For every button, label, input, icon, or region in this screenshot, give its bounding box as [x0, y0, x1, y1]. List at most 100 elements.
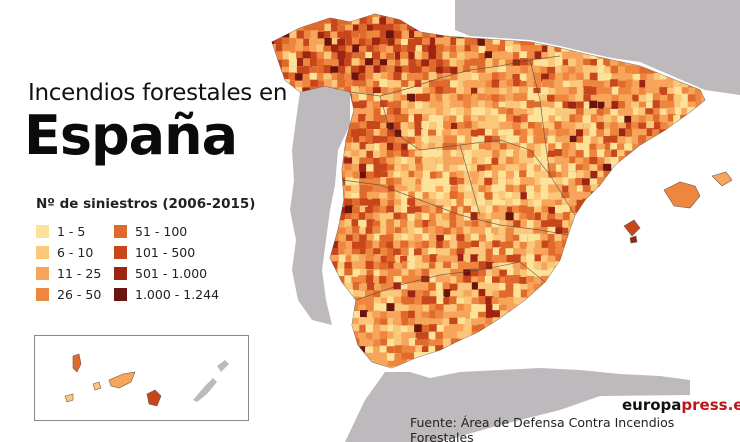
municipality-cell	[415, 282, 424, 291]
municipality-cell	[272, 296, 277, 305]
municipality-cell	[617, 261, 626, 270]
municipality-cell	[512, 205, 521, 214]
municipality-cell	[365, 346, 374, 355]
municipality-cell	[660, 283, 669, 292]
municipality-cell	[569, 212, 578, 221]
municipality-cell	[485, 142, 494, 151]
municipality-cell	[442, 66, 451, 75]
municipality-cell	[540, 359, 549, 368]
municipality-cell	[393, 171, 402, 180]
municipality-cell	[422, 163, 431, 172]
municipality-cell	[632, 339, 641, 348]
municipality-cell	[638, 128, 647, 137]
municipality-cell	[338, 254, 347, 263]
municipality-cell	[281, 290, 290, 299]
municipality-cell	[513, 52, 522, 61]
municipality-cell	[652, 206, 661, 215]
municipality-cell	[652, 276, 661, 285]
municipality-cell	[484, 275, 493, 284]
municipality-cell	[414, 66, 423, 75]
municipality-cell	[534, 171, 543, 180]
municipality-cell	[272, 143, 277, 152]
municipality-cell	[344, 325, 353, 334]
municipality-cell	[674, 290, 683, 299]
municipality-cell	[491, 121, 500, 130]
municipality-cell	[688, 241, 697, 250]
municipality-cell	[499, 80, 508, 89]
municipality-cell	[401, 352, 410, 361]
municipality-cell	[610, 122, 619, 131]
municipality-cell	[457, 52, 466, 61]
municipality-cell	[393, 233, 402, 242]
municipality-cell	[359, 248, 368, 257]
municipality-cell	[331, 352, 340, 361]
municipality-cell	[477, 178, 486, 187]
municipality-cell	[652, 255, 661, 264]
municipality-cell	[610, 297, 619, 306]
municipality-cell	[485, 296, 494, 305]
municipality-cell	[520, 143, 529, 152]
municipality-cell	[274, 156, 283, 165]
municipality-cell	[596, 59, 605, 68]
municipality-cell	[323, 65, 332, 74]
municipality-cell	[414, 261, 423, 270]
municipality-cell	[485, 352, 494, 361]
municipality-cell	[337, 262, 346, 271]
municipality-cell	[288, 304, 297, 313]
municipality-cell	[597, 65, 606, 74]
municipality-cell	[463, 198, 472, 207]
municipality-cell	[393, 44, 402, 53]
municipality-cell	[527, 93, 536, 102]
municipality-cell	[272, 234, 277, 243]
municipality-cell	[443, 135, 452, 144]
municipality-cell	[272, 318, 276, 327]
municipality-cell	[428, 303, 437, 312]
municipality-cell	[358, 317, 367, 326]
municipality-cell	[526, 143, 535, 152]
municipality-cell	[338, 338, 347, 347]
municipality-cell	[597, 282, 606, 291]
municipality-cell	[351, 317, 360, 326]
legend-item: 501 - 1.000	[114, 263, 219, 284]
municipality-cell	[274, 115, 283, 124]
municipality-cell	[272, 275, 277, 284]
municipality-cell	[463, 94, 472, 103]
municipality-cell	[422, 114, 431, 123]
municipality-cell	[660, 332, 669, 341]
municipality-cell	[358, 108, 367, 117]
municipality-cell	[576, 268, 585, 277]
municipality-cell	[498, 331, 507, 340]
municipality-cell	[435, 199, 444, 208]
municipality-cell	[554, 107, 563, 116]
municipality-cell	[702, 170, 705, 179]
municipality-cell	[422, 346, 431, 355]
municipality-cell	[519, 108, 528, 117]
municipality-cell	[534, 101, 543, 110]
municipality-cell	[639, 276, 648, 285]
municipality-cell	[414, 170, 423, 179]
municipality-cell	[282, 163, 291, 172]
municipality-cell	[429, 290, 438, 299]
municipality-cell	[324, 23, 333, 32]
municipality-cell	[681, 282, 690, 291]
municipality-cell	[498, 359, 507, 368]
municipality-cell	[477, 135, 486, 144]
municipality-cell	[470, 345, 479, 354]
municipality-cell	[568, 360, 577, 368]
municipality-cell	[604, 261, 613, 270]
municipality-cell	[596, 310, 605, 319]
municipality-cell	[695, 177, 704, 186]
municipality-cell	[323, 332, 332, 341]
municipality-cell	[519, 233, 528, 242]
municipality-cell	[281, 332, 290, 341]
municipality-cell	[393, 100, 402, 109]
municipality-cell	[463, 226, 472, 235]
municipality-cell	[533, 283, 542, 292]
municipality-cell	[688, 276, 697, 285]
municipality-cell	[603, 206, 612, 215]
municipality-cell	[485, 248, 494, 257]
municipality-cell	[408, 297, 417, 306]
municipality-cell	[506, 254, 515, 263]
municipality-cell	[527, 338, 536, 347]
municipality-cell	[449, 164, 458, 173]
